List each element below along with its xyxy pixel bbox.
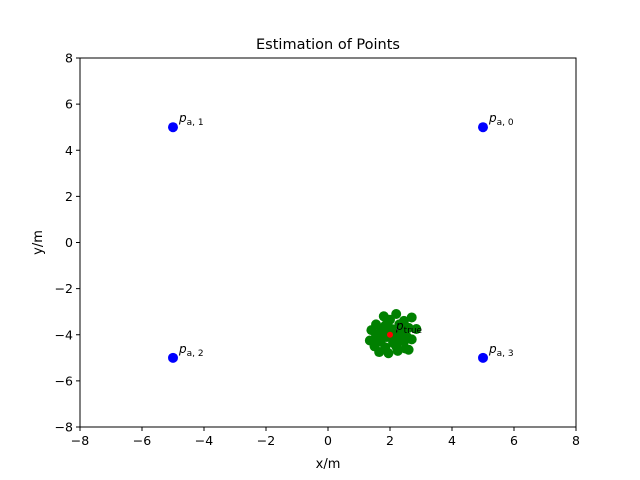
point-annotation: ptrue	[395, 319, 423, 336]
y-tick-label: 2	[65, 189, 73, 204]
data-points: pa, 0 pa, 1 pa, 2 pa, 3 ptrue	[168, 111, 514, 363]
y-tick-label: −2	[55, 281, 73, 296]
data-point	[168, 122, 178, 133]
data-point	[374, 347, 385, 358]
y-tick-label: −4	[55, 327, 73, 342]
data-point	[406, 312, 417, 323]
y-tick-label: 6	[65, 97, 73, 112]
point-annotation: pa, 0	[488, 111, 514, 128]
data-point	[395, 334, 406, 345]
data-point	[387, 331, 393, 338]
y-tick-label: 0	[65, 235, 73, 250]
y-axis-label: y/m	[31, 230, 46, 255]
x-tick-label: 8	[572, 433, 580, 448]
x-tick-label: −2	[257, 433, 275, 448]
point-annotation: pa, 3	[488, 342, 514, 359]
y-tick-label: −6	[55, 373, 73, 388]
axis-ticks: −8 −6 −4 −2 0 2 4 6 8 −8 −6 −4 −2 0 2 4 6 8	[55, 51, 580, 449]
data-point	[392, 345, 403, 356]
data-point	[478, 352, 488, 363]
y-tick-label: −8	[55, 420, 73, 435]
data-point	[411, 323, 422, 334]
x-axis-label: x/m	[316, 457, 341, 472]
x-tick-label: 2	[386, 433, 394, 448]
chart-title: Estimation of Points	[256, 37, 400, 53]
y-tick-label: 8	[65, 51, 73, 66]
data-point	[478, 122, 488, 133]
data-point	[168, 352, 178, 363]
x-tick-label: −4	[195, 433, 213, 448]
data-point	[372, 333, 383, 344]
data-point	[383, 348, 394, 359]
x-tick-label: 0	[324, 433, 332, 448]
x-tick-label: 4	[448, 433, 456, 448]
data-point	[406, 334, 417, 345]
plot-frame	[79, 57, 577, 428]
x-tick-label: −8	[71, 433, 89, 448]
data-point	[403, 344, 414, 355]
x-tick-label: −6	[133, 433, 151, 448]
point-annotation: pa, 2	[178, 342, 204, 359]
point-annotation: pa, 1	[178, 111, 204, 128]
x-tick-label: 6	[510, 433, 518, 448]
y-tick-label: 4	[65, 143, 73, 158]
